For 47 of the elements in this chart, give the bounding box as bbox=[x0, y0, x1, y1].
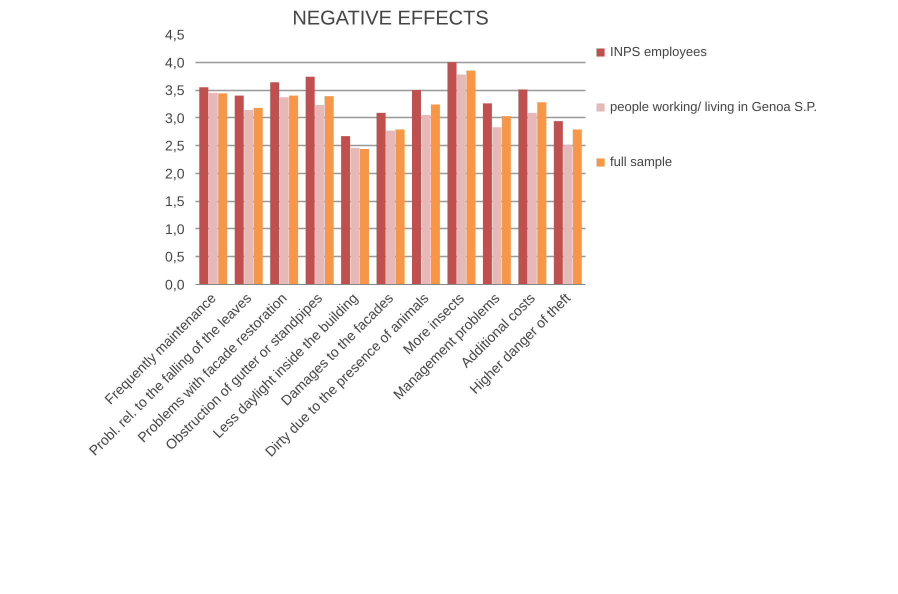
bar bbox=[492, 127, 502, 284]
legend-label: people working/ living in Genoa S.P. bbox=[610, 99, 818, 114]
y-tick-label: 3,5 bbox=[165, 82, 185, 98]
y-tick-label: 0,0 bbox=[165, 276, 185, 292]
bar bbox=[244, 110, 254, 284]
bar bbox=[270, 82, 280, 284]
y-tick-label: 1,0 bbox=[165, 220, 185, 237]
y-tick-label: 1,5 bbox=[165, 193, 185, 210]
y-tick-label: 2,5 bbox=[165, 138, 185, 154]
bar bbox=[234, 96, 244, 284]
bar bbox=[554, 121, 563, 284]
bar bbox=[341, 136, 350, 284]
bar bbox=[324, 96, 334, 284]
bar bbox=[563, 145, 572, 284]
bar bbox=[456, 74, 466, 284]
bar bbox=[572, 130, 582, 284]
y-tick-label: 0,5 bbox=[165, 248, 185, 265]
bar bbox=[528, 112, 537, 284]
legend-label: full sample bbox=[610, 154, 672, 169]
bar bbox=[466, 70, 476, 284]
bar bbox=[208, 92, 218, 284]
bar bbox=[412, 90, 421, 284]
bar bbox=[430, 104, 440, 284]
bar bbox=[280, 97, 289, 284]
bar bbox=[447, 62, 456, 284]
bar bbox=[395, 130, 404, 284]
legend-label: INPS employees bbox=[610, 44, 707, 59]
y-tick-label: 3,0 bbox=[165, 110, 185, 126]
chart-title: NEGATIVE EFFECTS bbox=[292, 8, 489, 30]
bar bbox=[199, 87, 208, 284]
bar bbox=[289, 96, 298, 284]
bar bbox=[218, 93, 228, 284]
bar bbox=[482, 103, 492, 284]
bar bbox=[306, 76, 315, 284]
bar bbox=[360, 148, 369, 284]
bar bbox=[518, 90, 528, 284]
bar bbox=[537, 102, 546, 284]
y-tick-label: 4,5 bbox=[165, 26, 185, 42]
bar bbox=[315, 105, 324, 284]
bar bbox=[254, 108, 263, 284]
bar bbox=[386, 130, 395, 284]
bar bbox=[350, 148, 360, 284]
bar bbox=[376, 112, 386, 284]
bar bbox=[502, 116, 511, 284]
y-tick-label: 2,0 bbox=[165, 165, 185, 182]
y-tick-label: 4,0 bbox=[165, 54, 185, 70]
bar bbox=[421, 115, 430, 284]
